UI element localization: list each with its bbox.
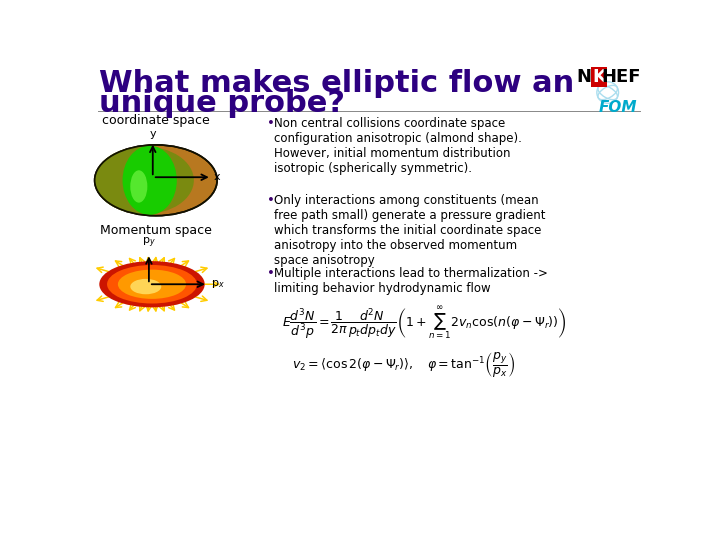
Text: x: x bbox=[214, 172, 220, 182]
Text: p$_x$: p$_x$ bbox=[211, 278, 225, 291]
Text: Non central collisions coordinate space
configuration anisotropic (almond shape): Non central collisions coordinate space … bbox=[274, 117, 522, 175]
Ellipse shape bbox=[107, 265, 197, 303]
Text: HEF: HEF bbox=[601, 68, 641, 86]
Text: $v_2 = \langle\cos2(\varphi - \Psi_r)\rangle, \quad \varphi = \tan^{-1}\!\left(\: $v_2 = \langle\cos2(\varphi - \Psi_r)\ra… bbox=[292, 351, 515, 380]
Text: K: K bbox=[593, 68, 606, 86]
Ellipse shape bbox=[99, 261, 204, 307]
Text: •: • bbox=[266, 117, 274, 130]
Text: Multiple interactions lead to thermalization ->
limiting behavior hydrodynamic f: Multiple interactions lead to thermaliza… bbox=[274, 267, 549, 294]
Text: •: • bbox=[266, 194, 274, 207]
Text: •: • bbox=[266, 267, 274, 280]
Ellipse shape bbox=[118, 269, 186, 299]
Text: Momentum space: Momentum space bbox=[100, 224, 212, 237]
Ellipse shape bbox=[130, 279, 161, 294]
Text: What makes elliptic flow an: What makes elliptic flow an bbox=[99, 69, 575, 98]
Ellipse shape bbox=[94, 145, 217, 215]
Text: y: y bbox=[150, 129, 156, 139]
Ellipse shape bbox=[122, 146, 177, 215]
Ellipse shape bbox=[130, 170, 148, 202]
Text: FOM: FOM bbox=[598, 100, 637, 115]
Text: unique probe?: unique probe? bbox=[99, 90, 346, 118]
Text: $E\dfrac{d^3N}{d^3p} = \dfrac{1}{2\pi}\dfrac{d^2N}{p_t dp_t dy}\left(1 + \sum_{n: $E\dfrac{d^3N}{d^3p} = \dfrac{1}{2\pi}\d… bbox=[282, 305, 567, 342]
Ellipse shape bbox=[94, 146, 194, 214]
Text: Only interactions among constituents (mean
free path small) generate a pressure : Only interactions among constituents (me… bbox=[274, 194, 546, 267]
Text: p$_y$: p$_y$ bbox=[142, 236, 156, 251]
Text: coordinate space: coordinate space bbox=[102, 114, 210, 127]
Text: NI: NI bbox=[576, 68, 598, 86]
